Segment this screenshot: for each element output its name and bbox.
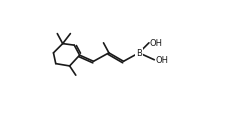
Text: OH: OH [149, 39, 162, 48]
Text: B: B [135, 49, 141, 58]
Text: OH: OH [154, 56, 167, 65]
